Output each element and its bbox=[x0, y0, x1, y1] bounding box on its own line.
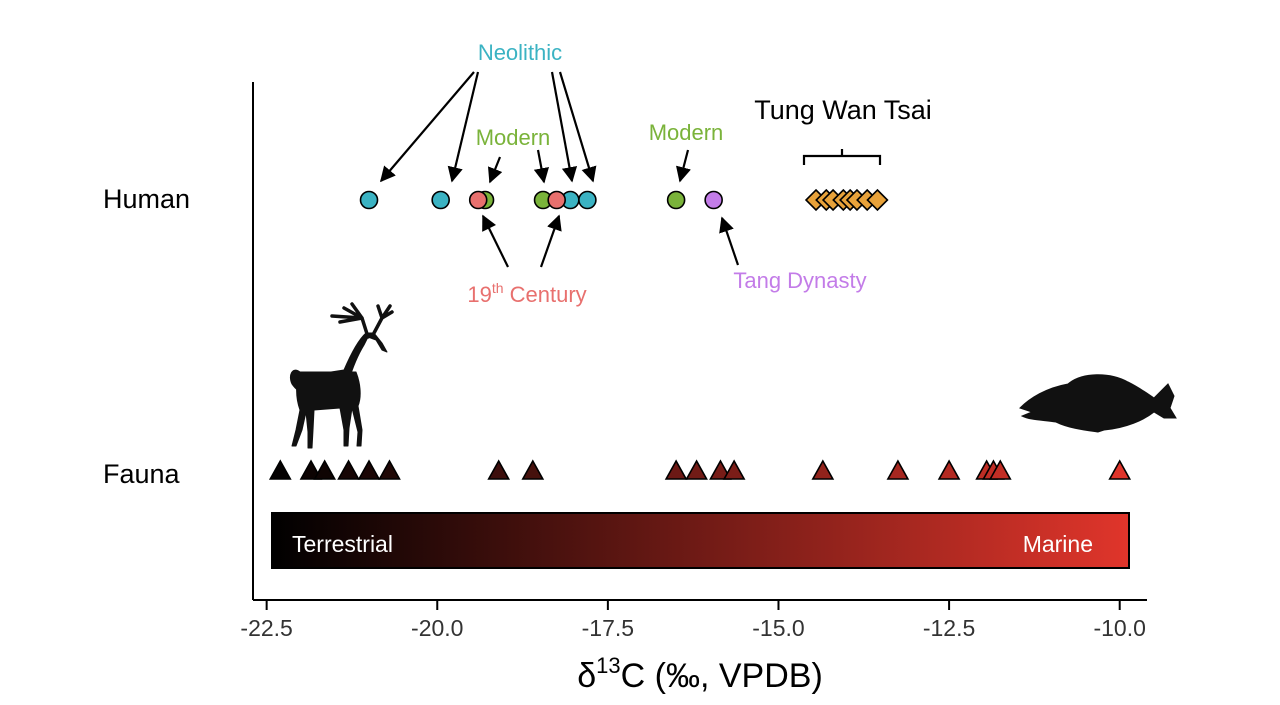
deer-silhouette-icon bbox=[289, 302, 394, 449]
terrestrial-marine-bar bbox=[271, 512, 1130, 569]
human-tung-wan-tsai-point bbox=[866, 188, 889, 212]
human-neolithic-point bbox=[431, 190, 450, 210]
x-tick-label: -12.5 bbox=[923, 615, 975, 641]
annotation-19th-century: 19th Century bbox=[467, 280, 586, 307]
human-19th-century-point bbox=[468, 190, 488, 210]
annotation-neolithic: Neolithic bbox=[478, 40, 562, 65]
human-tang-dynasty-point bbox=[704, 190, 723, 210]
fauna-point bbox=[487, 459, 511, 480]
fauna-point bbox=[299, 459, 323, 480]
x-tick-label: -10.0 bbox=[1093, 615, 1145, 641]
human-neolithic-point bbox=[359, 190, 379, 210]
fish-silhouette-icon bbox=[1019, 374, 1177, 433]
fauna-point bbox=[664, 459, 688, 480]
fauna-point bbox=[722, 459, 746, 480]
fauna-point bbox=[357, 459, 381, 480]
x-tick-label: -20.0 bbox=[411, 615, 463, 641]
fauna-point bbox=[313, 459, 337, 480]
row-label-human: Human bbox=[103, 184, 190, 214]
fauna-point bbox=[685, 459, 708, 480]
human-neolithic-point bbox=[578, 190, 597, 210]
fauna-point bbox=[811, 459, 835, 480]
x-tick-label: -17.5 bbox=[582, 615, 634, 641]
x-tick-label: -22.5 bbox=[240, 615, 292, 641]
fauna-point bbox=[1108, 459, 1132, 480]
human-19th-century-point bbox=[547, 190, 566, 210]
fauna-point bbox=[378, 459, 401, 480]
annotation-tang-dynasty: Tang Dynasty bbox=[733, 268, 866, 293]
fauna-point bbox=[521, 459, 545, 480]
terrestrial-label: Terrestrial bbox=[292, 531, 393, 557]
annotation-modern-left: Modern bbox=[476, 125, 551, 150]
fauna-point bbox=[886, 459, 910, 480]
fauna-point bbox=[988, 459, 1012, 480]
data-points bbox=[268, 188, 1132, 480]
annotation-modern-right: Modern bbox=[649, 120, 724, 145]
annotation-tung-wan-tsai: Tung Wan Tsai bbox=[754, 95, 932, 125]
x-axis-label: δ13C (‰, VPDB) bbox=[577, 653, 823, 695]
annotation-arrows bbox=[380, 71, 882, 268]
fauna-point bbox=[709, 459, 732, 480]
row-label-fauna: Fauna bbox=[103, 459, 181, 489]
x-axis-ticks: -22.5 -20.0 -17.5 -15.0 -12.5 -10.0 bbox=[240, 600, 1146, 641]
fauna-point bbox=[937, 459, 961, 480]
marine-label: Marine bbox=[1023, 531, 1093, 557]
x-tick-label: -15.0 bbox=[752, 615, 804, 641]
fauna-point bbox=[268, 459, 292, 480]
fauna-point bbox=[337, 459, 360, 480]
human-modern-point bbox=[666, 190, 686, 210]
